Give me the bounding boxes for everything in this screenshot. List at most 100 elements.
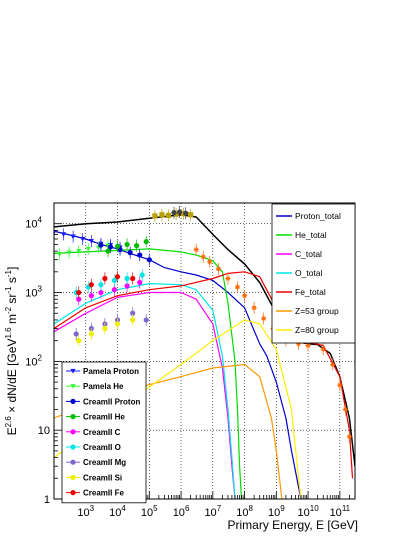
x-tick-label: 1010	[298, 504, 320, 519]
data-point	[146, 257, 152, 263]
data-point	[176, 209, 183, 215]
legend-label: CreamII Si	[83, 473, 122, 482]
legend-box	[61, 361, 147, 504]
data-point	[107, 244, 114, 250]
data-point	[251, 305, 257, 311]
data-point	[130, 310, 136, 316]
data-point	[200, 254, 206, 260]
legend-label: C_total	[295, 249, 322, 259]
data-points	[54, 205, 353, 443]
data-point	[88, 293, 94, 299]
data-point	[346, 434, 353, 440]
data-point	[193, 247, 199, 253]
data-point	[114, 274, 121, 280]
series-creamii-c	[76, 276, 143, 306]
legend-label: CreamII Proton	[83, 397, 140, 406]
data-point	[225, 275, 231, 282]
y-tick-label: 102	[25, 353, 42, 368]
data-point	[124, 283, 130, 289]
data-point	[171, 210, 177, 216]
data-point	[130, 275, 136, 282]
data-point	[98, 242, 104, 248]
y-tick-label: 103	[25, 285, 42, 300]
series-knee-region-data-2	[171, 205, 189, 220]
data-point	[342, 406, 349, 413]
data-point	[152, 213, 158, 219]
data-point	[143, 317, 149, 323]
plot-frame	[53, 202, 356, 500]
x-tick-label: 104	[109, 504, 126, 519]
data-point	[124, 275, 130, 282]
legend-marker	[70, 444, 76, 450]
data-point	[73, 331, 79, 337]
data-point	[143, 238, 149, 245]
legend-label: Pamela He	[83, 382, 124, 391]
series-creamii-he	[105, 235, 149, 258]
legend-label: Z=53 group	[295, 306, 339, 316]
legend-label: O_total	[295, 268, 323, 278]
data-point	[76, 249, 82, 254]
x-tick-label: 109	[268, 504, 285, 519]
data-point	[114, 321, 121, 327]
data-point	[134, 243, 140, 249]
data-point	[159, 212, 165, 218]
data-point	[241, 293, 248, 299]
data-point	[330, 361, 336, 368]
legend-marker	[70, 398, 76, 404]
data-point	[305, 342, 311, 349]
legend-label: CreamII Fe	[83, 489, 124, 498]
curve-o-total	[54, 283, 236, 499]
data-point	[85, 246, 91, 252]
legend-marker	[70, 429, 76, 435]
data-point	[102, 325, 108, 332]
legend-marker	[70, 414, 76, 420]
data-point	[98, 282, 104, 288]
data-point	[130, 317, 136, 323]
legend-data: Pamela Proton Pamela He CreamII Proton Crea…	[61, 361, 147, 504]
legend-label: CreamII Mg	[83, 458, 126, 467]
x-tick-label: 105	[141, 504, 158, 519]
legend-label: CreamII O	[83, 443, 121, 452]
data-point	[111, 277, 118, 284]
data-point	[111, 287, 118, 293]
curve-c-total	[54, 291, 236, 499]
data-point	[320, 346, 326, 352]
curve-total	[54, 213, 355, 467]
data-point	[76, 296, 82, 302]
y-tick-label: 1	[44, 494, 50, 506]
data-point	[76, 338, 82, 344]
data-point	[137, 252, 143, 258]
data-point	[207, 259, 213, 265]
data-point	[139, 272, 145, 278]
legend-label: Proton_total	[295, 211, 341, 221]
data-point	[54, 230, 57, 235]
data-point	[102, 275, 108, 282]
legend-label: Z=80 group	[295, 325, 339, 335]
data-point	[56, 252, 63, 257]
data-point	[88, 282, 94, 288]
data-point	[234, 284, 241, 290]
data-point	[114, 243, 121, 249]
legend-marker	[70, 384, 76, 389]
data-point	[127, 250, 133, 256]
legend-label: Fe_total	[295, 287, 326, 297]
data-point	[60, 232, 67, 237]
curve-z-80-group	[54, 319, 302, 499]
legend-label: He_total	[295, 230, 327, 240]
y-axis-label: E2.6 × dN/dE [GeV1.6 m-2 sr-1 s-1]	[4, 267, 19, 436]
data-point	[88, 331, 94, 337]
data-point	[261, 315, 267, 322]
legend-marker	[70, 459, 76, 465]
data-point	[88, 238, 94, 244]
data-point	[165, 212, 172, 219]
x-tick-label: 106	[173, 504, 190, 519]
data-point	[188, 212, 194, 218]
series-creamii-fe	[76, 270, 136, 299]
y-tick-label: 104	[25, 216, 42, 231]
legend-marker	[70, 490, 76, 496]
series-creamii-proton	[98, 239, 152, 266]
x-tick-label: 107	[204, 504, 221, 519]
legend-label: Pamela Proton	[83, 367, 139, 376]
data-point	[66, 250, 72, 256]
